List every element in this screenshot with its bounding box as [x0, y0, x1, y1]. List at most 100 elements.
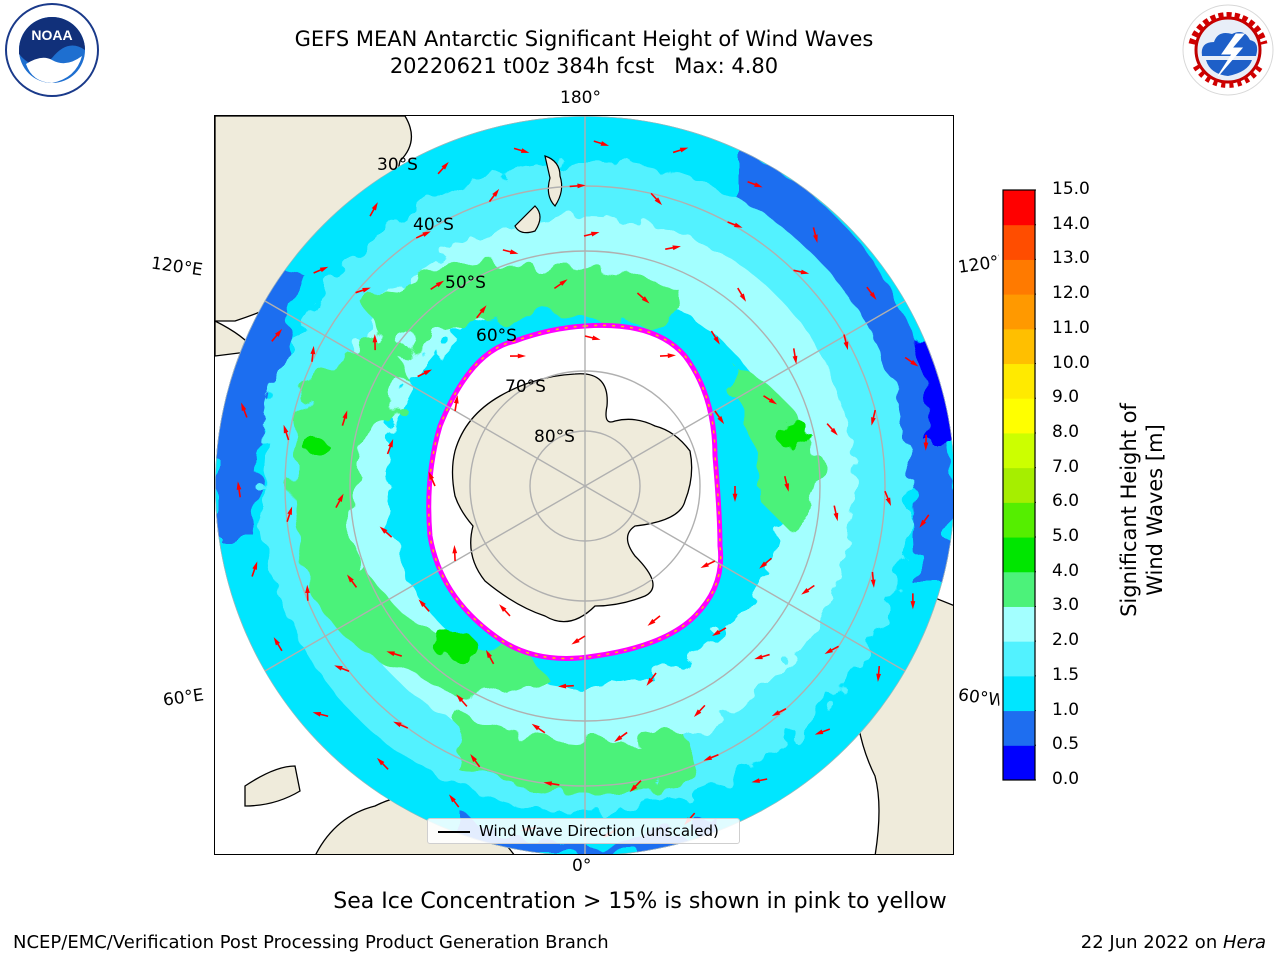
wave-direction-arrowhead [647, 618, 656, 626]
colorbar-tick-label: 6.0 [1052, 491, 1080, 512]
wave-direction-arrowhead [252, 561, 258, 570]
wave-direction-arrowhead [577, 183, 586, 189]
wave-direction-arrowhead [590, 231, 600, 237]
legend-line [438, 831, 470, 833]
wave-direction-arrowhead [801, 587, 810, 595]
colorbar-segment [1003, 328, 1035, 365]
wave-direction-arrowhead [509, 249, 519, 255]
nws-logo [1181, 3, 1275, 97]
wave-direction-arrowhead [559, 279, 568, 286]
colorbar-segment [1003, 432, 1035, 469]
wave-direction-arrowhead [830, 427, 838, 436]
colorbar-tick-label: 5.0 [1052, 526, 1080, 547]
wave-direction-arrowhead [379, 526, 388, 534]
colorbar-segment [1003, 571, 1035, 607]
colorbar-tick-label: 15.0 [1052, 179, 1090, 199]
wind-wave-arrows [236, 140, 930, 838]
lat-label-80s: 80°S [534, 427, 575, 447]
lon-label-120w: 120°W [956, 252, 1002, 278]
noaa-logo-text: NOAA [31, 27, 72, 43]
wave-direction-arrowhead [371, 202, 378, 211]
wave-direction-arrowhead [870, 579, 876, 588]
wave-direction-arrowhead [910, 601, 916, 610]
wave-direction-arrowhead [287, 506, 293, 516]
wave-direction-arrowhead [236, 481, 242, 490]
colorbar-tick-label: 13.0 [1052, 248, 1090, 269]
map-panel: 30°S 40°S 50°S 60°S 70°S 80°S Wind Wave … [214, 115, 954, 855]
colorbar-segment [1003, 537, 1035, 573]
wave-direction-arrowhead [824, 647, 833, 654]
wave-direction-arrowhead [717, 415, 725, 425]
wave-direction-arrowhead [543, 781, 553, 787]
colorbar-tick-label: 2.0 [1052, 630, 1080, 651]
colorbar-segment [1003, 259, 1035, 295]
wave-direction-arrowhead [337, 493, 344, 502]
wave-direction-arrowhead [592, 335, 601, 341]
wave-direction-arrowhead [919, 519, 927, 528]
colorbar-tick-label: 0.5 [1052, 734, 1080, 755]
wave-direction-arrowhead [739, 293, 747, 302]
colorbar-tick-label: 3.0 [1052, 595, 1080, 616]
footer-host: Hera [1222, 932, 1266, 953]
wave-direction-arrowhead [600, 141, 610, 146]
sea-ice-caption: Sea Ice Concentration > 15% is shown in … [333, 889, 947, 914]
wave-direction-arrowhead [310, 345, 316, 355]
wave-direction-arrowhead [362, 287, 371, 293]
noaa-logo: NOAA [5, 3, 99, 97]
wave-direction-arrowhead [885, 497, 892, 506]
wave-direction-arrowhead [871, 417, 876, 426]
wave-direction-arrowhead [334, 665, 343, 671]
colorbar-segment [1003, 363, 1035, 399]
wave-direction-arrowhead [456, 694, 464, 703]
colorbar-tick-label: 14.0 [1052, 213, 1090, 234]
antarctica [451, 373, 693, 623]
wave-direction-arrowhead [423, 369, 433, 376]
lon-label-180: 180° [560, 88, 601, 108]
wave-direction-arrowhead [241, 402, 247, 412]
wave-direction-arrowhead [283, 424, 289, 434]
wave-direction-arrowhead [771, 710, 781, 717]
colorbar-segment [1003, 745, 1035, 781]
wave-direction-arrowhead [641, 296, 650, 304]
wave-direction-arrowhead [422, 231, 431, 237]
wave-direction-arrowhead [923, 442, 929, 451]
colorbar-tick-label: 1.0 [1052, 699, 1080, 720]
graticule [215, 116, 953, 854]
colorbar-label: Significant Height of Wind Waves [m] [1117, 403, 1167, 617]
chart-title: GEFS MEAN Antarctic Significant Height o… [294, 27, 874, 51]
wave-direction-arrowhead [312, 712, 322, 717]
wave-direction-arrowhead [452, 545, 458, 554]
wave-direction-arrowhead [754, 654, 763, 660]
wave-direction-arrowhead [393, 721, 402, 728]
wave-direction-arrowhead [305, 584, 310, 594]
wave-direction-arrowhead [732, 493, 738, 502]
wave-direction-arrowhead [435, 280, 445, 288]
wave-direction-arrowhead [869, 291, 877, 300]
wave-direction-arrowhead [347, 574, 354, 583]
wave-direction-arrowhead [693, 709, 702, 718]
wave-direction-arrowhead [448, 794, 456, 803]
wave-direction-arrowhead [751, 778, 761, 783]
colorbar-segment [1003, 502, 1035, 538]
wave-direction-arrowhead [479, 305, 487, 314]
wave-direction-arrowhead [754, 182, 763, 188]
colorbar-tick-label: 10.0 [1052, 352, 1090, 373]
lon-label-0: 0° [572, 856, 592, 876]
wave-direction-arrowhead [273, 637, 280, 646]
wave-direction-arrowhead [768, 397, 778, 405]
wave-direction-arrowhead [520, 148, 530, 153]
lat-label-50s: 50°S [445, 273, 486, 293]
wave-direction-arrowhead [843, 341, 849, 351]
colorbar-segment [1003, 606, 1035, 642]
wave-direction-arrowhead [800, 269, 810, 275]
colorbar-segment [1003, 675, 1035, 712]
colorbar-segment [1003, 224, 1035, 260]
wave-direction-arrowhead [386, 651, 395, 657]
colorbar-segment [1003, 294, 1035, 330]
wave-direction-arrowhead [388, 439, 394, 448]
chart-subtitle: 20220621 t00z 384h fcst Max: 4.80 [389, 54, 779, 78]
wave-direction-arrowhead [734, 222, 743, 228]
wave-direction-arrowhead [571, 638, 580, 645]
colorbar-tick-label: 4.0 [1052, 560, 1080, 581]
wave-direction-arrowhead [492, 188, 500, 197]
